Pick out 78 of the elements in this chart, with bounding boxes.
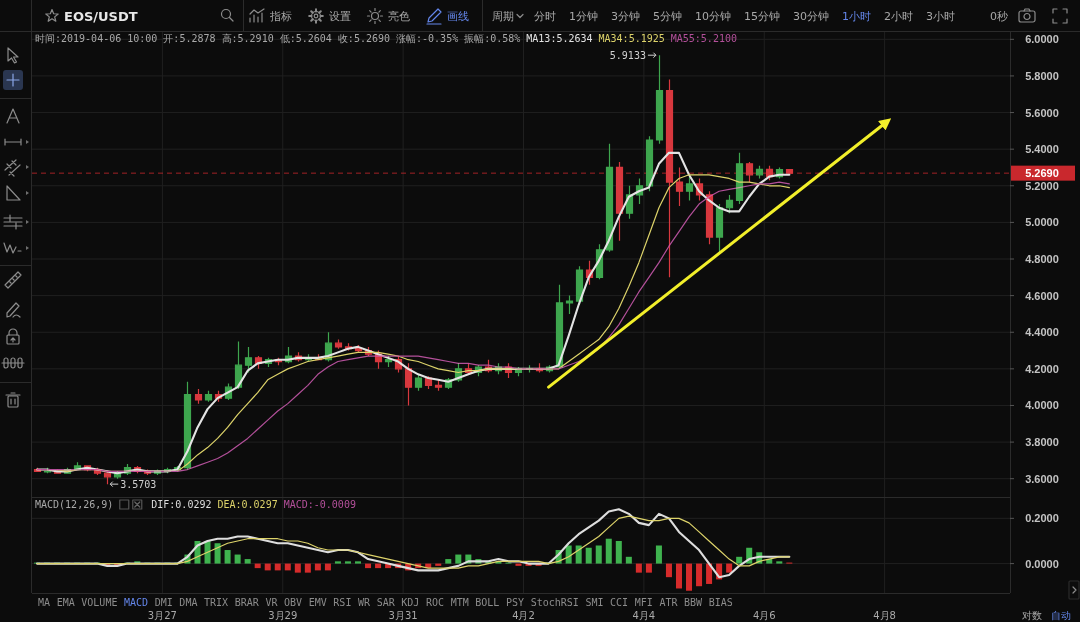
- text: 指标: [269, 10, 292, 23]
- text: 周期: [492, 10, 514, 23]
- text: 3分钟: [611, 10, 640, 23]
- text: 5分钟: [653, 10, 682, 23]
- text: DMI: [154, 597, 173, 608]
- y-tick-label: 3.8000: [1025, 436, 1059, 449]
- text: MFI: [634, 597, 653, 608]
- text: MA: [38, 597, 51, 608]
- text: 0秒: [990, 10, 1008, 23]
- text: MACD: [124, 597, 149, 608]
- y-tick-label: 6.0000: [1025, 33, 1059, 46]
- annotation: MACD:-0.0009: [283, 499, 356, 510]
- text: 对数: [1022, 610, 1042, 621]
- text: 自动: [1051, 610, 1071, 621]
- text: RSI: [333, 597, 352, 608]
- text: BOLL: [475, 597, 500, 608]
- text: 30分钟: [792, 10, 829, 23]
- y-tick-label: 4.8000: [1025, 253, 1059, 266]
- text: ATR: [659, 597, 679, 608]
- text: MTM: [450, 597, 469, 608]
- y-tick-label: 3.6000: [1025, 472, 1059, 485]
- text: 2小时: [883, 10, 913, 23]
- text: ROC: [425, 597, 445, 608]
- y-tick-label: 4.2000: [1025, 362, 1059, 375]
- y-tick-label: 4.4000: [1025, 326, 1059, 339]
- annotation: 3.5703: [120, 478, 157, 490]
- text: MA55:5.2100: [670, 33, 737, 44]
- y-tick-label: 5.8000: [1025, 69, 1059, 82]
- text: BIAS: [708, 597, 733, 608]
- y-tick-label: 5.6000: [1025, 106, 1059, 119]
- text: StochRSI: [530, 597, 579, 608]
- text: DEA:0.0297: [217, 499, 278, 510]
- text: BBW: [684, 597, 704, 608]
- x-tick-label: 4月2: [512, 610, 535, 621]
- y-tick-label: 0.2000: [1025, 512, 1059, 525]
- text: DMA: [179, 597, 198, 608]
- chart-title: MACD(12,26,9): [35, 499, 114, 510]
- text: MA34:5.1925: [598, 33, 665, 44]
- text: PSY: [505, 597, 525, 608]
- text: EMV: [308, 597, 327, 608]
- text: VR: [265, 597, 279, 608]
- text: 15分钟: [743, 10, 780, 23]
- x-tick-label: 4月4: [632, 610, 656, 621]
- text: 设置: [329, 10, 351, 23]
- ref-line-label: 5.2690: [1025, 167, 1059, 180]
- annotation: 5.9133: [609, 49, 646, 61]
- text: TRIX: [204, 597, 229, 608]
- y-tick-label: 4.0000: [1025, 399, 1059, 412]
- text: 3小时: [925, 10, 955, 23]
- x-tick-label: 4月8: [873, 610, 896, 621]
- text: KDJ: [401, 597, 420, 608]
- y-tick-label: 4.6000: [1025, 289, 1059, 302]
- y-tick-label: 5.4000: [1025, 143, 1059, 156]
- y-tick-label: 0.0000: [1025, 557, 1059, 570]
- text: MA13:5.2634: [526, 33, 593, 44]
- text: DIF:0.0292: [151, 499, 212, 510]
- text: SMI: [585, 597, 604, 608]
- text: BRAR: [234, 597, 260, 608]
- text: EMA: [56, 597, 75, 608]
- text: 1小时: [841, 10, 871, 23]
- text: 1分钟: [569, 10, 598, 23]
- y-tick-label: 5.0000: [1025, 216, 1059, 229]
- chart-title: EOS/USDT: [64, 8, 138, 24]
- text: 亮色: [388, 10, 410, 23]
- x-tick-label: 3月27: [147, 610, 177, 621]
- y-tick-label: 5.2000: [1025, 179, 1059, 192]
- text: 分时: [534, 10, 556, 23]
- text: VOLUME: [81, 597, 118, 608]
- text: SAR: [376, 597, 396, 608]
- text: WR: [358, 597, 372, 608]
- chart-subtitle: 时间:2019-04-06 10:00 开:5.2878 高:5.2910 低:5.2604 收:5.2690 涨幅:-0.35% 振幅:0.58%: [35, 33, 521, 44]
- text: 画线: [447, 10, 469, 23]
- text: OBV: [284, 597, 303, 608]
- x-tick-label: 3月29: [268, 610, 298, 621]
- text: CCI: [610, 597, 629, 608]
- x-tick-label: 3月31: [388, 610, 418, 621]
- text: 10分钟: [695, 10, 731, 23]
- x-tick-label: 4月6: [752, 610, 776, 621]
